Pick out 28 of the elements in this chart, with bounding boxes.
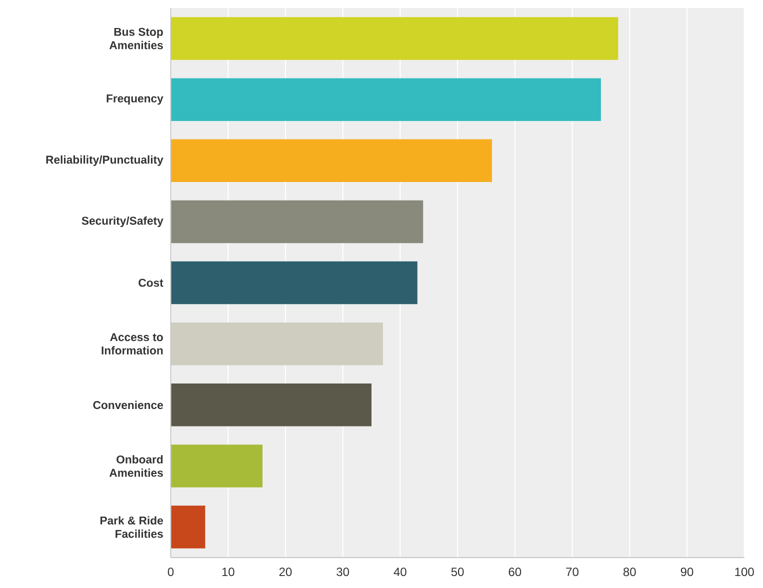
y-tick-label: Park & Ride Facilities <box>100 516 163 538</box>
x-tick-label: 100 <box>735 567 754 576</box>
x-tick-label: 30 <box>336 567 350 576</box>
x-tick-label: 40 <box>394 567 406 576</box>
y-tick-label: Onboard Amenities <box>109 455 163 477</box>
bar <box>170 444 263 488</box>
x-tick-label: 90 <box>680 567 694 576</box>
x-tick-label: 50 <box>451 567 464 576</box>
y-tick-label: Security/Safety <box>82 216 164 227</box>
bar <box>170 506 206 548</box>
bar <box>170 261 418 304</box>
bar <box>170 383 372 426</box>
bar <box>170 17 618 60</box>
x-tick-label: 60 <box>508 567 522 576</box>
y-tick-label: Cost <box>138 278 164 287</box>
y-tick-label: Reliability/Punctuality <box>46 155 164 166</box>
x-tick-label: 10 <box>222 567 234 576</box>
y-tick-label: Bus Stop Amenities <box>109 28 163 50</box>
x-tick-label: 80 <box>623 567 636 576</box>
bar <box>170 200 424 243</box>
y-tick-label: Access to Information <box>102 333 163 354</box>
bar <box>170 78 601 121</box>
x-tick-label: 70 <box>566 567 578 576</box>
y-tick-label: Convenience <box>93 400 163 409</box>
y-tick-label: Frequency <box>106 94 164 105</box>
bar <box>170 139 492 182</box>
x-tick-label: 0 <box>168 567 174 576</box>
x-tick-label: 20 <box>279 567 292 576</box>
